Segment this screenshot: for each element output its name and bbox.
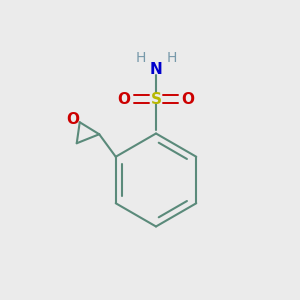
Text: H: H: [135, 51, 146, 64]
Text: S: S: [151, 92, 161, 106]
Text: O: O: [181, 92, 194, 106]
Text: N: N: [150, 62, 162, 77]
Text: O: O: [118, 92, 131, 106]
Text: O: O: [67, 112, 80, 127]
Text: H: H: [167, 51, 177, 64]
